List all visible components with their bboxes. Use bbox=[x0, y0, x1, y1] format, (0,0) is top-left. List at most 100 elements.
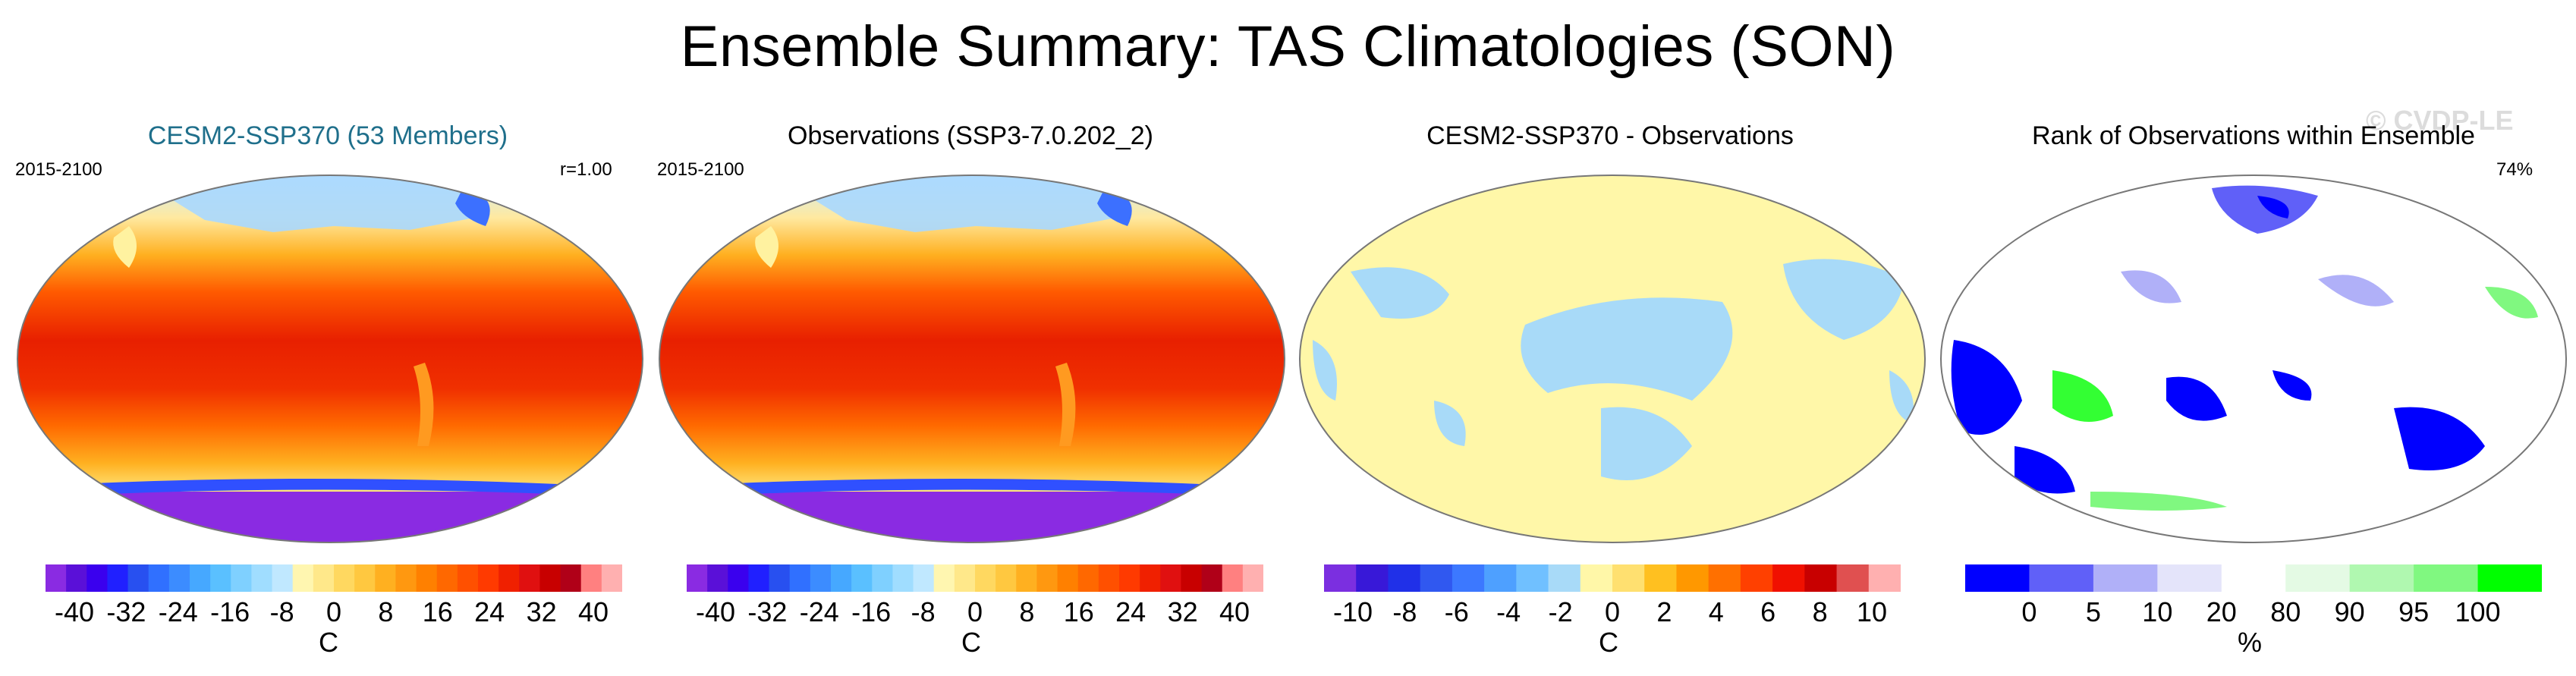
colorbar-tick-label: 0 bbox=[1604, 596, 1621, 627]
colorbar-swatch bbox=[272, 564, 294, 592]
colorbar-swatch bbox=[46, 564, 67, 592]
colorbar-swatch bbox=[1057, 564, 1079, 592]
colorbar-tick-label: -16 bbox=[851, 596, 892, 627]
colorbar-swatch bbox=[395, 564, 417, 592]
colorbar-swatch bbox=[375, 564, 397, 592]
colorbar-swatch bbox=[769, 564, 791, 592]
colorbar-tick-label: -24 bbox=[799, 596, 839, 627]
panel-1-correlation: r=1.00 bbox=[560, 159, 612, 180]
colorbar-swatch bbox=[292, 564, 314, 592]
colorbar-tick-label: -6 bbox=[1444, 596, 1469, 627]
colorbar-swatch bbox=[1160, 564, 1182, 592]
colorbar-swatch bbox=[1708, 564, 1741, 592]
colorbar-swatch bbox=[560, 564, 582, 592]
colorbar-tick-label: 40 bbox=[577, 596, 609, 627]
colorbar-tick-label: -8 bbox=[1392, 596, 1417, 627]
colorbar-swatch bbox=[416, 564, 438, 592]
colorbar-tick-label: 8 bbox=[1812, 596, 1828, 627]
colorbar-tick-label: 24 bbox=[1115, 596, 1146, 627]
colorbar-swatch bbox=[127, 564, 149, 592]
colorbar-swatch bbox=[1484, 564, 1517, 592]
colorbar-swatch bbox=[954, 564, 976, 592]
panel-2-title: Observations (SSP3-7.0.202_2) bbox=[788, 121, 1153, 150]
colorbar-swatch bbox=[1644, 564, 1678, 592]
colorbar-swatch bbox=[2093, 564, 2158, 592]
colorbar-swatch bbox=[1388, 564, 1421, 592]
colorbar-swatch bbox=[210, 564, 231, 592]
colorbar-swatch bbox=[933, 564, 955, 592]
panel-3-unit: C bbox=[1599, 627, 1618, 658]
panel-4-rank-percent: 74% bbox=[2496, 159, 2534, 180]
panel-3-title: CESM2-SSP370 - Observations bbox=[1426, 121, 1794, 150]
colorbar-swatch bbox=[1222, 564, 1244, 592]
panel-4-map bbox=[1940, 175, 2567, 543]
colorbar-swatch bbox=[1548, 564, 1581, 592]
colorbar-tick-label: -32 bbox=[106, 596, 146, 627]
colorbar-swatch bbox=[313, 564, 335, 592]
colorbar-swatch bbox=[334, 564, 355, 592]
colorbar-swatch bbox=[995, 564, 1017, 592]
watermark: © CVDP-LE bbox=[2366, 105, 2514, 136]
colorbar-swatch bbox=[975, 564, 996, 592]
colorbar-swatch bbox=[2414, 564, 2479, 592]
colorbar-tick-label: -8 bbox=[269, 596, 294, 627]
colorbar-tick-label: -8 bbox=[911, 596, 936, 627]
colorbar-swatch bbox=[1836, 564, 1870, 592]
colorbar-swatch bbox=[107, 564, 129, 592]
colorbar-swatch bbox=[1098, 564, 1120, 592]
colorbar-swatch bbox=[2221, 564, 2286, 592]
colorbar-swatch bbox=[1772, 564, 1805, 592]
colorbar-tick-label: 32 bbox=[1167, 596, 1198, 627]
panel-4-unit: % bbox=[2237, 627, 2263, 658]
colorbar-swatch bbox=[580, 564, 602, 592]
colorbar-swatch bbox=[707, 564, 728, 592]
colorbar-swatch bbox=[1612, 564, 1645, 592]
colorbar-tick-label: 4 bbox=[1708, 596, 1724, 627]
colorbar-swatch bbox=[190, 564, 211, 592]
colorbar-tick-label: -16 bbox=[210, 596, 250, 627]
colorbar-tick-label: 5 bbox=[2085, 596, 2101, 627]
colorbar-tick-label: -32 bbox=[747, 596, 788, 627]
colorbar-swatch bbox=[1804, 564, 1838, 592]
colorbar-swatch bbox=[687, 564, 708, 592]
colorbar-swatch bbox=[168, 564, 190, 592]
colorbar-swatch bbox=[2285, 564, 2351, 592]
colorbar-swatch bbox=[499, 564, 520, 592]
colorbar-tick-label: 0 bbox=[2021, 596, 2037, 627]
colorbar-swatch bbox=[86, 564, 109, 592]
colorbar-swatch bbox=[2157, 564, 2222, 592]
colorbar-tick-label: -40 bbox=[695, 596, 736, 627]
colorbar-swatch bbox=[478, 564, 499, 592]
colorbar-swatch bbox=[831, 564, 852, 592]
colorbar-swatch bbox=[1516, 564, 1549, 592]
colorbar-swatch bbox=[892, 564, 914, 592]
colorbar-tick-label: 6 bbox=[1760, 596, 1776, 627]
panel-2-map bbox=[659, 175, 1285, 543]
panel-1-colorbar bbox=[46, 564, 622, 592]
colorbar-tick-label: 16 bbox=[422, 596, 453, 627]
colorbar-swatch bbox=[601, 564, 622, 592]
colorbar-swatch bbox=[1965, 564, 2030, 592]
panel-2-colorbar bbox=[687, 564, 1263, 592]
colorbar-swatch bbox=[148, 564, 170, 592]
colorbar-swatch bbox=[748, 564, 770, 592]
colorbar-tick-label: 90 bbox=[2334, 596, 2365, 627]
colorbar-swatch bbox=[1676, 564, 1709, 592]
colorbar-swatch bbox=[1077, 564, 1099, 592]
colorbar-swatch bbox=[519, 564, 541, 592]
colorbar-tick-label: -4 bbox=[1496, 596, 1521, 627]
colorbar-swatch bbox=[1324, 564, 1357, 592]
colorbar-swatch bbox=[1016, 564, 1038, 592]
panel-4-title: Rank of Observations within Ensemble bbox=[2032, 121, 2475, 150]
colorbar-tick-label: 24 bbox=[474, 596, 505, 627]
colorbar-swatch bbox=[251, 564, 273, 592]
colorbar-tick-label: 8 bbox=[378, 596, 394, 627]
colorbar-swatch bbox=[539, 564, 561, 592]
colorbar-tick-label: 20 bbox=[2206, 596, 2237, 627]
colorbar-swatch bbox=[1140, 564, 1161, 592]
colorbar-swatch bbox=[1201, 564, 1223, 592]
colorbar-tick-label: 2 bbox=[1656, 596, 1672, 627]
panel-1-title: CESM2-SSP370 (53 Members) bbox=[147, 121, 508, 150]
colorbar-tick-label: 80 bbox=[2270, 596, 2301, 627]
colorbar-swatch bbox=[1242, 564, 1263, 592]
